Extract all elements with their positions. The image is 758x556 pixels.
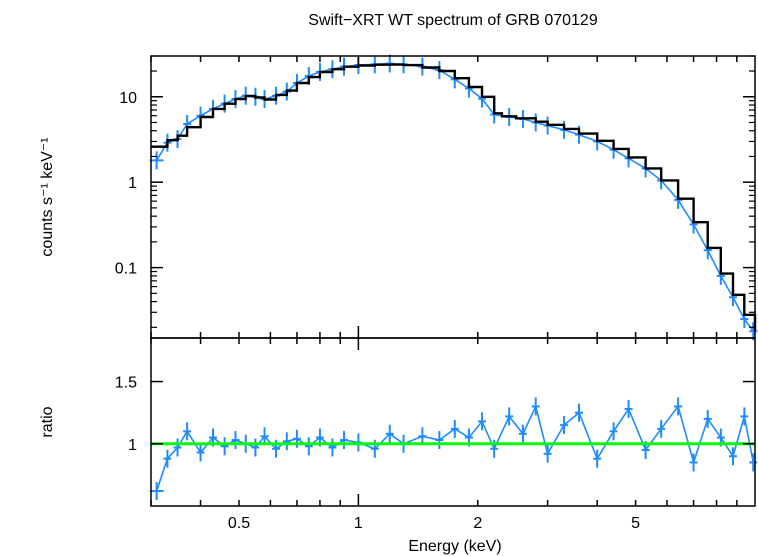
ratio-data-point (657, 419, 666, 438)
ratio-data-point (163, 449, 172, 468)
ratio-ticks: 1 1.5 0.5 1 2 5 (115, 338, 755, 532)
ratio-data-point (593, 449, 602, 468)
chart-title: Swift−XRT WT spectrum of GRB 070129 (308, 12, 598, 29)
x-tick-label: 2 (473, 515, 482, 532)
ratio-data-point (703, 409, 712, 428)
ratio-data-point (624, 399, 633, 418)
ratio-data-point (149, 482, 164, 501)
ratio-data-point (575, 403, 584, 422)
ratio-data-point (328, 438, 337, 457)
ratio-data-point (282, 432, 291, 451)
spectrum-y-tick-label: 0.1 (115, 261, 137, 278)
ratio-data-point (518, 424, 527, 443)
ratio-marks (149, 397, 758, 501)
spectrum-model-line (151, 63, 757, 332)
ratio-data-point (450, 419, 459, 438)
spectrum-y-tick-label: 10 (119, 90, 137, 107)
ratio-data-point (728, 447, 737, 466)
ratio-data-point (505, 407, 514, 426)
ratio-data-point (435, 431, 444, 450)
x-tick-label: 0.5 (228, 515, 250, 532)
spectrum-data-point (749, 322, 758, 341)
ratio-data-point (740, 407, 749, 426)
ratio-data-point (531, 397, 540, 416)
ratio-data-point (173, 438, 182, 457)
x-tick-label: 5 (631, 515, 640, 532)
ratio-data-point (543, 444, 552, 463)
ratio-y-axis-label: ratio (39, 406, 56, 437)
ratio-data-point (183, 422, 192, 441)
ratio-data-point (385, 424, 394, 443)
spectrum-marks (149, 54, 758, 341)
ratio-y-tick-label: 1 (128, 437, 137, 454)
x-tick-label: 1 (354, 515, 363, 532)
ratio-data-point (304, 437, 313, 456)
ratio-data-point (220, 437, 229, 456)
spectrum-ticks: 0.1 1 10 (115, 55, 755, 338)
ratio-y-tick-label: 1.5 (115, 375, 137, 392)
spectrum-y-axis-label: counts s⁻¹ keV⁻¹ (39, 137, 56, 256)
spectrum-y-tick-label: 1 (128, 175, 137, 192)
spectrum-data-point (149, 151, 164, 170)
ratio-data-point (560, 416, 569, 435)
ratio-data-point (674, 397, 683, 416)
x-axis-label: Energy (keV) (408, 538, 501, 555)
ratio-plot-frame (150, 337, 756, 507)
spectrum-panel: 0.1 1 10 counts s⁻¹ keV⁻¹ (39, 54, 758, 341)
ratio-data-line (155, 404, 755, 492)
ratio-data-point (231, 431, 240, 450)
ratio-data-point (251, 438, 260, 457)
ratio-data-point (609, 422, 618, 441)
ratio-data-point (689, 453, 698, 472)
ratio-data-point (749, 453, 758, 472)
ratio-panel: 1 1.5 0.5 1 2 5 ratio Energy (keV) (39, 337, 758, 555)
ratio-data-point (478, 412, 487, 431)
ratio-data-point (340, 431, 349, 450)
ratio-data-point (196, 443, 205, 462)
